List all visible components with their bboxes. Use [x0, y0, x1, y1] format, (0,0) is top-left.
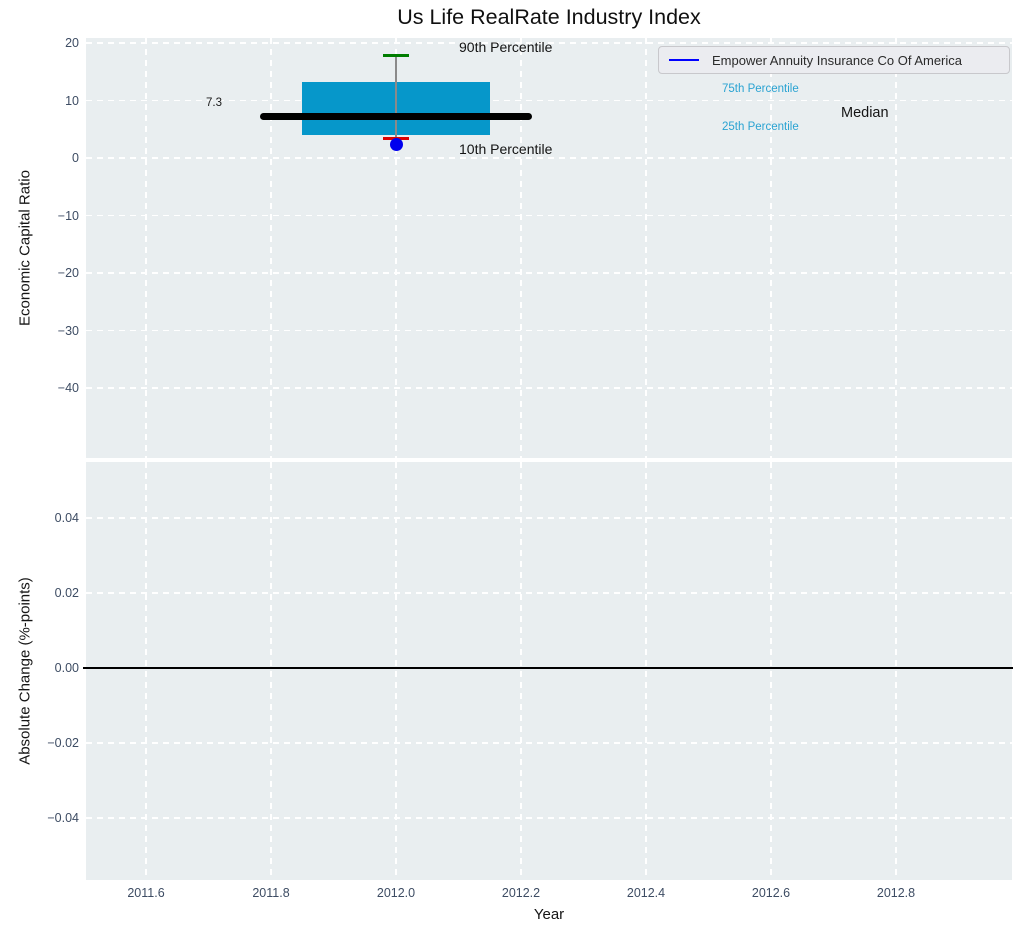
gridline-vertical [645, 462, 647, 880]
x-tick-label: 2012.8 [876, 886, 916, 900]
gridline-vertical [895, 38, 897, 458]
gridline-vertical [520, 38, 522, 458]
bottom-axes [83, 462, 1013, 880]
gridline-horizontal [86, 42, 1012, 44]
gridline-horizontal [86, 329, 1012, 332]
company-marker [389, 137, 403, 151]
gridline-vertical [270, 462, 272, 880]
y-tick-label: 0.04 [54, 511, 79, 525]
gridline-vertical [895, 462, 897, 880]
p25-percentile-label: 25th Percentile [722, 121, 799, 133]
x-tick-label: 2011.8 [252, 886, 290, 900]
gridline-vertical [395, 462, 397, 880]
x-tick-label: 2012.2 [501, 886, 541, 900]
gridline-horizontal [86, 214, 1012, 217]
gridline-vertical [770, 462, 772, 880]
p75-percentile-label: 75th Percentile [722, 83, 799, 95]
y-tick-label: −0.04 [47, 811, 79, 825]
gridline-vertical [145, 38, 147, 458]
y-tick-label: 20 [65, 36, 79, 50]
top-y-axis-label: Economic Capital Ratio [16, 170, 34, 326]
y-tick-label: 10 [65, 93, 79, 108]
y-tick-label: −40 [57, 381, 79, 395]
legend-line-sample [669, 58, 699, 62]
gridline-vertical [645, 38, 647, 458]
x-tick-label: 2012.4 [626, 886, 666, 900]
median-line [259, 112, 533, 120]
p10-percentile-label: 10th Percentile [459, 141, 553, 157]
x-tick-label: 2012.6 [751, 886, 791, 900]
whisker-line [395, 55, 397, 139]
median-value-annotation: 7.3 [206, 97, 222, 109]
median-label: Median [841, 105, 889, 121]
y-tick-label: 0.00 [54, 661, 79, 675]
gridline-vertical [270, 38, 272, 458]
gridline-horizontal [86, 272, 1012, 274]
gridline-vertical [145, 462, 147, 880]
p90-cap [382, 53, 410, 58]
y-tick-label: −20 [57, 266, 79, 280]
gridline-horizontal [86, 517, 1012, 519]
top-axes [86, 38, 1012, 458]
gridline-vertical [770, 38, 772, 458]
gridline-horizontal [86, 99, 1012, 102]
chart-title: Us Life RealRate Industry Index [397, 5, 701, 29]
gridline-horizontal [86, 817, 1012, 819]
x-tick-label: 2012.0 [376, 886, 416, 900]
y-tick-label: −30 [57, 323, 79, 338]
x-tick-label: 2011.6 [127, 886, 165, 900]
y-tick-label: 0.02 [54, 586, 79, 600]
zero-line [83, 666, 1013, 670]
gridline-vertical [395, 38, 397, 458]
legend: Empower Annuity Insurance Co Of America [658, 46, 1010, 74]
gridline-horizontal [86, 157, 1012, 159]
x-axis-label: Year [533, 906, 565, 923]
gridline-vertical [520, 462, 522, 880]
gridline-horizontal [86, 592, 1012, 594]
legend-label: Empower Annuity Insurance Co Of America [712, 52, 963, 68]
gridline-horizontal [86, 742, 1012, 744]
gridline-horizontal [86, 387, 1012, 389]
p90-percentile-label: 90th Percentile [459, 39, 553, 55]
y-tick-label: −10 [57, 208, 79, 223]
y-tick-label: −0.02 [47, 736, 79, 750]
y-tick-label: 0 [72, 151, 79, 165]
